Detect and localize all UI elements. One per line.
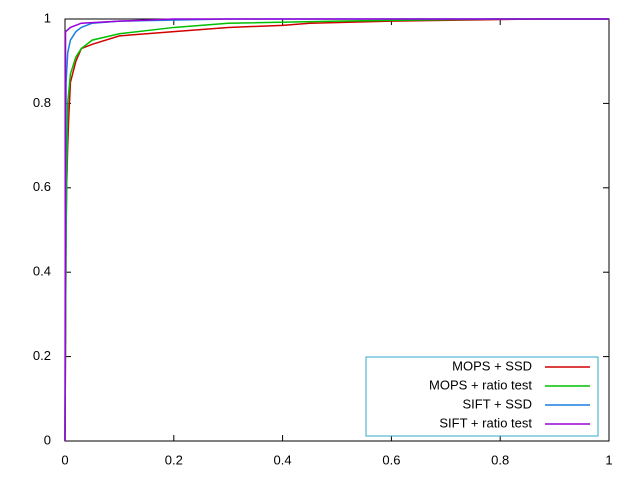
x-tick-label: 1 [605, 452, 612, 467]
legend-label: SIFT + SSD [463, 396, 532, 411]
y-tick-label: 0 [44, 432, 51, 447]
x-tick-label: 0.4 [274, 452, 292, 467]
y-tick-label: 1 [44, 10, 51, 25]
series-line [64, 18, 609, 442]
legend-box [365, 356, 599, 437]
x-tick-label: 0.8 [491, 452, 509, 467]
x-tick-label: 0.2 [165, 452, 183, 467]
x-tick-label: 0.6 [382, 452, 400, 467]
series-line [64, 18, 609, 442]
legend-label: SIFT + ratio test [439, 415, 532, 430]
y-tick-label: 0.8 [33, 95, 51, 110]
x-tick-label: 0 [61, 452, 68, 467]
y-tick-label: 0.4 [33, 264, 51, 279]
series-line [64, 18, 609, 442]
y-tick-label: 0.2 [33, 348, 51, 363]
legend-label: MOPS + SSD [452, 358, 532, 373]
legend-label: MOPS + ratio test [429, 377, 532, 392]
y-tick-label: 0.6 [33, 179, 51, 194]
